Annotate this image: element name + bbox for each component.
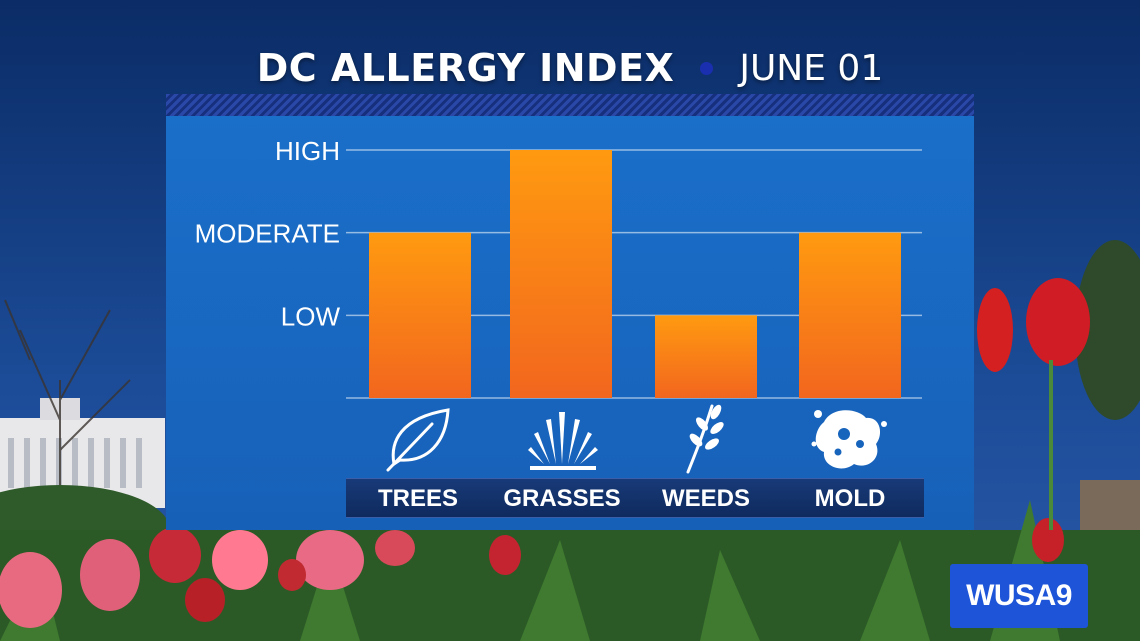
chart-panel: LOW MODERATE HIGH [166,116,974,530]
y-tick-label-moderate: MODERATE [195,219,340,249]
mold-spore-icon [811,410,887,469]
chart-date: JUNE 01 [739,47,884,89]
station-logo-text: WUSA9 [966,579,1072,612]
tulip-flowers [0,278,1090,628]
separator-dot [700,61,714,75]
weed-icon [686,404,724,474]
bar-weeds [655,315,757,398]
chart-title: DC ALLERGY INDEX [256,46,675,90]
category-label-trees: TREES [377,485,458,512]
bar-grasses [510,150,612,398]
grass-icon [528,412,598,470]
y-tick-label-low: LOW [281,301,341,331]
y-tick-label-high: HIGH [275,136,340,166]
allergy-bar-chart: LOW MODERATE HIGH [195,136,922,474]
category-label-grasses: GRASSES [503,485,621,512]
station-logo: WUSA9 [950,564,1088,628]
category-label-mold: MOLD [814,485,886,512]
category-label-bar: TREES GRASSES WEEDS MOLD [346,478,924,518]
panel-header-stripe [166,94,974,116]
category-label-weeds: WEEDS [661,485,750,512]
bar-trees [369,232,471,398]
header: DC ALLERGY INDEX JUNE 01 [0,40,1140,96]
bar-mold [799,232,901,398]
leaf-icon [386,408,450,472]
